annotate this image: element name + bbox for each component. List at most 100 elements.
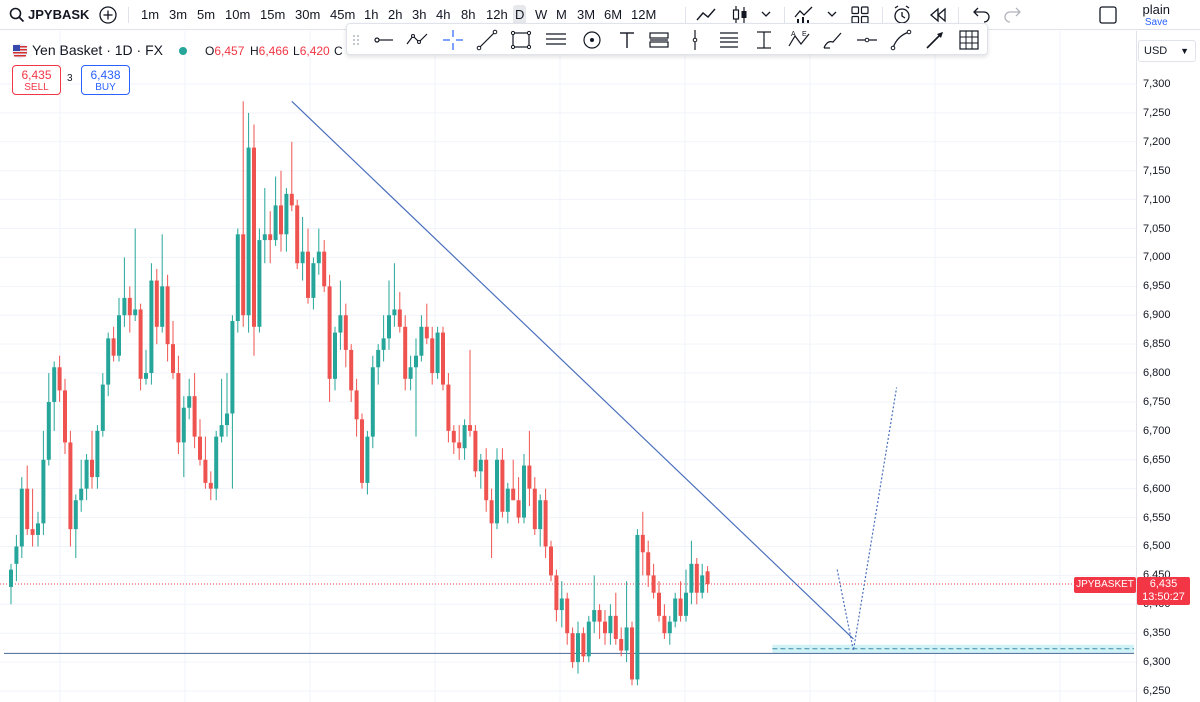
candle-body (322, 251, 327, 287)
candle-body (684, 592, 688, 616)
candle-body (370, 367, 375, 437)
svg-text:E: E (802, 31, 807, 38)
timeframe-30m[interactable]: 30m (295, 7, 321, 22)
candle-body (133, 309, 138, 316)
chevron-down-icon[interactable] (824, 6, 840, 22)
timeframe-45m[interactable]: 45m (330, 7, 356, 22)
candle-body (181, 407, 186, 443)
path-tool-icon[interactable] (405, 28, 429, 52)
target-circle-tool-icon[interactable] (580, 28, 604, 52)
candle-body (14, 546, 19, 564)
candle-body (543, 500, 548, 547)
text-tool-icon[interactable] (615, 28, 639, 52)
candle-body (214, 436, 219, 489)
price-tick-label: 6,300 (1143, 656, 1171, 669)
candle-body (408, 367, 413, 379)
timeframe-15m[interactable]: 15m (260, 7, 286, 22)
buy-button[interactable]: 6,438 BUY (81, 65, 130, 95)
timeframe-12m[interactable]: 12M (631, 7, 657, 22)
timeframe-12h[interactable]: 12h (486, 7, 508, 22)
price-tick-label: 6,250 (1143, 685, 1171, 697)
search-icon[interactable] (8, 6, 26, 24)
candle-body (333, 332, 337, 379)
candle-body (192, 396, 197, 437)
timeframe-2h[interactable]: 2h (388, 7, 403, 22)
arrow-tool-icon[interactable] (923, 28, 947, 52)
timeframe-3m[interactable]: 3M (577, 7, 596, 22)
candle-body (316, 251, 321, 264)
timeframe-10m[interactable]: 10m (225, 7, 251, 22)
redo-icon[interactable] (1002, 3, 1026, 27)
table-grid-tool-icon[interactable] (957, 28, 981, 52)
currency-select[interactable]: USD ▼ (1138, 40, 1196, 62)
price-tick-label: 7,150 (1143, 164, 1171, 177)
candle-body (252, 147, 256, 327)
measure-tool-icon[interactable] (855, 28, 879, 52)
parallel-channel-tool-icon[interactable] (544, 28, 568, 52)
timeframe-6m[interactable]: 6M (604, 7, 623, 22)
candle-body (262, 234, 267, 241)
projection-path (836, 387, 898, 651)
timeframe-3m[interactable]: 3m (169, 7, 188, 22)
candle-body (46, 401, 51, 460)
candle-body (441, 332, 445, 385)
timeframe-w[interactable]: W (535, 7, 548, 22)
candle-body (246, 147, 251, 316)
timeframe-d[interactable]: D (513, 5, 527, 25)
price-tick-label: 6,500 (1143, 540, 1171, 553)
candle-body (667, 621, 672, 634)
timeframe-1h[interactable]: 1h (364, 7, 379, 22)
timeframe-4h[interactable]: 4h (436, 7, 451, 22)
candle-body (273, 205, 278, 241)
undo-icon[interactable] (968, 3, 992, 27)
rectangle-tool-icon[interactable] (509, 28, 533, 52)
drag-handle-icon[interactable] (349, 28, 363, 52)
high-value: 6,466 (258, 44, 289, 58)
indicators-icon[interactable] (792, 3, 816, 27)
candle-body (613, 615, 618, 639)
vertical-line-tool-icon[interactable] (683, 28, 707, 52)
candle-body (608, 615, 613, 634)
timeframe-3h[interactable]: 3h (412, 7, 427, 22)
timeframe-8h[interactable]: 8h (461, 7, 476, 22)
timeframe-1m[interactable]: 1m (141, 7, 160, 22)
curve-tool-icon[interactable] (889, 28, 913, 52)
candle-body (489, 500, 494, 524)
compare-symbol-plus-icon[interactable] (96, 3, 120, 27)
close-key: C (334, 44, 343, 58)
fib-retracement-tool-icon[interactable] (717, 28, 741, 52)
sell-button[interactable]: 6,435 SELL (12, 65, 61, 95)
horizontal-ray-tool-icon[interactable] (371, 28, 395, 52)
symbol-title[interactable]: Yen Basket · 1D · FX (32, 42, 163, 58)
trend-line-tool-icon[interactable] (475, 28, 499, 52)
candle-body (19, 488, 24, 547)
timeframe-5m[interactable]: 5m (197, 7, 216, 22)
brush-tool-icon[interactable] (821, 28, 845, 52)
layout-save-button[interactable]: plain Save (1143, 3, 1170, 29)
candle-body (592, 610, 597, 622)
timeframe-m[interactable]: M (556, 7, 567, 22)
price-range-tool-icon[interactable] (752, 28, 776, 52)
line-chart-type-icon[interactable] (694, 3, 718, 27)
candle-body (522, 465, 526, 518)
candle-body (392, 309, 397, 316)
candle-body (527, 465, 532, 489)
candle-body (160, 286, 165, 327)
price-chart[interactable] (0, 31, 1200, 702)
crosshair-tool-icon[interactable] (441, 28, 465, 52)
candle-body (495, 459, 499, 524)
chevron-down-icon[interactable] (758, 6, 774, 22)
fullscreen-square-icon[interactable] (1096, 3, 1120, 27)
candle-body (149, 280, 154, 374)
price-tick-label: 6,650 (1143, 453, 1171, 466)
candle-body (630, 627, 634, 680)
candle-body (451, 430, 456, 443)
replay-rewind-icon[interactable] (926, 3, 950, 27)
price-tick-label: 7,000 (1143, 251, 1171, 264)
symbol-search-button[interactable]: JPYBASK (28, 7, 90, 22)
long-position-tool-icon[interactable] (647, 28, 671, 52)
candle-body (73, 500, 78, 530)
candles-chart-type-icon[interactable] (728, 3, 752, 27)
